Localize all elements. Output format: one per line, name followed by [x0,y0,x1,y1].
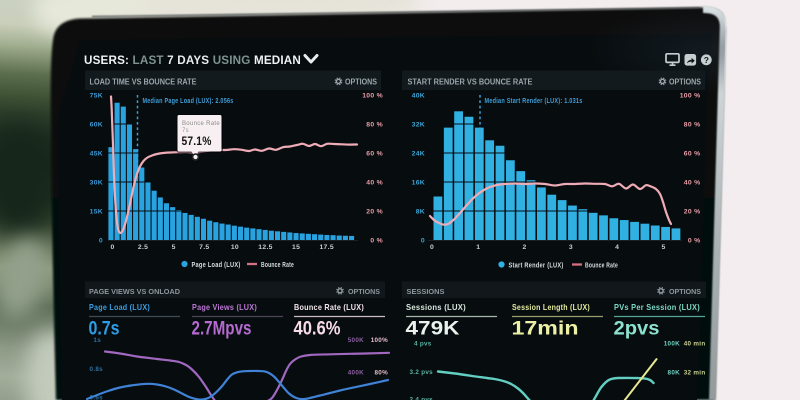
svg-text:LOAD TIME VS BOUNCE RATE: LOAD TIME VS BOUNCE RATE [90,78,197,87]
svg-text:40 %: 40 % [366,179,383,186]
svg-text:0.6s: 0.6s [90,395,104,400]
svg-text:4 pvs: 4 pvs [414,341,432,348]
svg-text:2.5: 2.5 [138,244,148,251]
svg-text:57.1%: 57.1% [182,134,212,148]
svg-text:100%: 100% [371,337,388,344]
svg-text:Bounce Rate: Bounce Rate [261,262,294,269]
svg-text:16K: 16K [412,179,425,186]
svg-text:0: 0 [430,244,434,251]
svg-text:30K: 30K [90,179,103,186]
svg-text:SESSIONS: SESSIONS [407,287,445,296]
svg-text:1: 1 [476,244,480,251]
svg-text:OPTIONS: OPTIONS [345,78,377,87]
svg-text:PVs Per Session (LUX): PVs Per Session (LUX) [614,303,700,312]
svg-text:15K: 15K [90,208,103,215]
svg-text:Page Load (LUX): Page Load (LUX) [192,262,241,269]
svg-text:START RENDER VS BOUNCE RATE: START RENDER VS BOUNCE RATE [408,78,533,87]
svg-text:2: 2 [523,244,527,251]
svg-text:80 %: 80 % [684,121,701,128]
svg-text:7.5: 7.5 [199,244,209,251]
svg-text:?: ? [704,55,709,65]
svg-text:60 %: 60 % [366,150,383,157]
svg-text:20 %: 20 % [684,208,701,215]
svg-text:60 %: 60 % [684,150,701,157]
svg-text:5: 5 [661,244,665,251]
svg-text:Median Start Render (LUX): 1.0: Median Start Render (LUX): 1.031s [485,98,583,105]
svg-text:12.5: 12.5 [258,244,272,251]
svg-text:17min: 17min [512,318,579,340]
svg-text:479K: 479K [406,318,460,340]
svg-text:0.8s: 0.8s [90,366,104,373]
svg-text:80 %: 80 % [366,121,383,128]
svg-text:8K: 8K [416,208,425,215]
svg-text:100K: 100K [664,341,680,348]
svg-text:0.7s: 0.7s [89,318,120,340]
svg-text:80%: 80% [374,370,388,377]
svg-text:OPTIONS: OPTIONS [669,287,701,296]
svg-text:0: 0 [99,237,103,244]
svg-text:Page Load (LUX): Page Load (LUX) [89,303,150,312]
svg-text:Median Page Load (LUX): 2.056s: Median Page Load (LUX): 2.056s [143,98,234,105]
svg-text:60K: 60K [90,121,103,128]
svg-text:80K: 80K [668,370,681,377]
svg-text:PAGE VIEWS VS ONLOAD: PAGE VIEWS VS ONLOAD [89,287,180,296]
svg-text:10: 10 [231,244,239,251]
svg-text:0: 0 [421,237,425,244]
svg-text:5: 5 [172,244,176,251]
svg-text:40 min: 40 min [684,341,706,348]
svg-text:Bounce Rate: Bounce Rate [182,121,220,127]
svg-text:3: 3 [569,244,573,251]
svg-text:40 %: 40 % [684,179,701,186]
svg-text:7s: 7s [182,128,189,134]
svg-text:40K: 40K [412,92,425,99]
svg-text:500K: 500K [348,337,364,344]
svg-text:45K: 45K [90,150,103,157]
svg-text:0 %: 0 % [370,237,383,244]
svg-text:0 %: 0 % [688,237,701,244]
svg-text:OPTIONS: OPTIONS [669,78,701,87]
svg-text:3.2 pvs: 3.2 pvs [410,369,434,376]
svg-text:Page Views (LUX): Page Views (LUX) [192,303,257,312]
svg-text:2pvs: 2pvs [614,318,660,340]
svg-text:4: 4 [615,244,619,251]
svg-text:Bounce Rate (LUX): Bounce Rate (LUX) [294,303,364,312]
svg-text:32 min: 32 min [684,370,706,377]
svg-text:20 %: 20 % [366,208,383,215]
svg-text:0: 0 [110,244,114,251]
svg-text:24K: 24K [412,150,425,157]
svg-text:32K: 32K [412,121,425,128]
svg-text:100 %: 100 % [680,92,701,99]
svg-text:75K: 75K [90,92,103,99]
svg-text:400K: 400K [348,370,364,377]
svg-text:Bounce Rate: Bounce Rate [585,262,618,269]
svg-text:Start Render (LUX): Start Render (LUX) [509,262,564,269]
svg-text:15: 15 [292,244,300,251]
svg-text:17.5: 17.5 [319,244,333,251]
svg-text:2.7Mpvs: 2.7Mpvs [192,318,252,340]
svg-text:OPTIONS: OPTIONS [348,287,380,296]
svg-text:2.4 pvs: 2.4 pvs [410,397,434,400]
svg-text:1s: 1s [93,337,101,344]
svg-text:Session Length (LUX): Session Length (LUX) [512,303,590,312]
svg-text:100 %: 100 % [362,92,383,99]
svg-text:Sessions (LUX): Sessions (LUX) [406,303,466,312]
svg-text:USERS: LAST 7 DAYS USING MEDIA: USERS: LAST 7 DAYS USING MEDIAN [84,53,301,67]
svg-text:40.6%: 40.6% [294,318,341,340]
